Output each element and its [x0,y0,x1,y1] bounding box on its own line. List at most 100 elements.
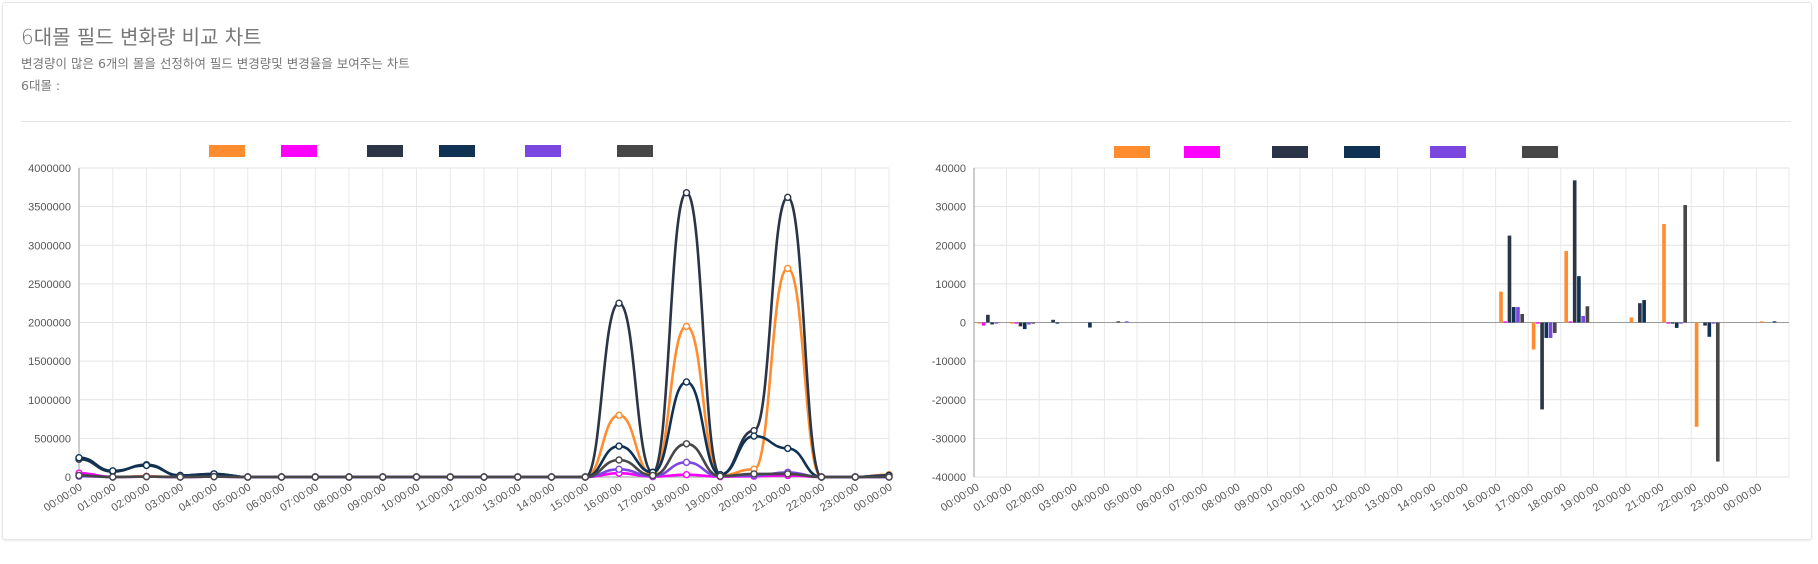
data-point[interactable] [547,473,556,481]
data-point[interactable] [379,473,387,481]
bar[interactable] [1507,235,1512,323]
bar[interactable] [1581,315,1585,323]
bar[interactable] [1674,322,1679,328]
bar[interactable] [1031,322,1036,324]
data-point[interactable] [514,473,522,481]
bar[interactable] [1540,322,1544,410]
data-point[interactable] [615,442,623,450]
bar[interactable] [990,322,994,325]
bar[interactable] [1014,322,1019,324]
data-point[interactable] [851,473,859,481]
data-point[interactable] [446,473,454,481]
bar[interactable] [1051,319,1055,323]
bar[interactable] [1548,322,1553,338]
legend-swatch[interactable] [367,145,403,157]
bar[interactable] [1715,322,1720,462]
data-point[interactable] [176,473,184,481]
data-point[interactable] [412,473,421,481]
legend-swatch[interactable] [1344,146,1380,158]
data-point[interactable] [615,411,623,419]
bar[interactable] [1022,322,1027,330]
data-point[interactable] [615,299,623,307]
data-point[interactable] [311,473,319,481]
bar[interactable] [986,314,990,323]
data-point[interactable] [784,193,792,202]
data-point[interactable] [682,189,691,197]
bar[interactable] [1531,322,1536,350]
data-point[interactable] [682,440,691,448]
bar[interactable] [1516,307,1520,323]
data-point[interactable] [817,473,826,481]
legend-swatch[interactable] [617,145,653,157]
data-point[interactable] [277,473,286,481]
data-point[interactable] [615,456,623,464]
bar[interactable] [1027,322,1031,325]
bar[interactable] [1055,322,1060,324]
data-point[interactable] [784,444,792,453]
legend-swatch[interactable] [525,145,561,157]
legend-swatch[interactable] [1272,146,1308,158]
bar[interactable] [1124,321,1129,323]
data-point[interactable] [142,472,151,481]
bar[interactable] [1711,322,1716,324]
data-point[interactable] [142,461,151,470]
bar[interactable] [1694,322,1699,427]
data-point[interactable] [109,467,117,475]
bar[interactable] [1638,303,1642,323]
bar[interactable] [1536,322,1540,324]
bar[interactable] [1572,180,1577,323]
legend-swatch[interactable] [439,145,475,157]
bar[interactable] [1577,276,1581,323]
bar[interactable] [1018,322,1023,327]
bar[interactable] [1511,307,1516,323]
data-point[interactable] [682,322,691,331]
data-point[interactable] [75,453,83,462]
bar[interactable] [1707,322,1712,337]
data-point[interactable] [750,470,758,478]
bar[interactable] [1666,322,1671,324]
data-point[interactable] [109,473,117,481]
bar[interactable] [1679,322,1683,324]
bar[interactable] [977,322,982,324]
legend-swatch[interactable] [281,145,317,157]
bar[interactable] [1759,321,1764,323]
data-point[interactable] [682,378,691,386]
bar[interactable] [1503,321,1508,323]
data-point[interactable] [784,264,792,273]
bar[interactable] [1544,322,1549,338]
legend-swatch[interactable] [1522,146,1558,158]
bar[interactable] [1642,300,1646,323]
data-point[interactable] [784,470,792,478]
bar[interactable] [1520,314,1525,323]
data-point[interactable] [210,472,218,481]
data-point[interactable] [480,473,488,481]
bar[interactable] [994,322,999,324]
bar[interactable] [1703,322,1707,326]
data-point[interactable] [682,470,691,479]
bar[interactable] [1772,321,1777,323]
legend-swatch[interactable] [209,145,245,157]
data-point[interactable] [615,465,623,473]
bar[interactable] [1629,317,1634,323]
data-point[interactable] [244,473,252,481]
bar[interactable] [1564,251,1569,323]
bar[interactable] [1010,322,1014,324]
bar[interactable] [1088,322,1092,328]
bar[interactable] [1499,291,1503,323]
bar[interactable] [1116,321,1121,323]
data-point[interactable] [75,471,83,480]
data-point[interactable] [885,473,893,481]
bar[interactable] [1670,322,1675,324]
data-point[interactable] [649,471,657,480]
legend-swatch[interactable] [1114,146,1150,158]
bar[interactable] [1568,321,1573,323]
data-point[interactable] [581,473,589,481]
data-point[interactable] [682,458,691,467]
bar[interactable] [981,322,986,326]
bar[interactable] [1552,322,1557,333]
bar[interactable] [1662,224,1666,323]
data-point[interactable] [716,472,724,480]
data-point[interactable] [750,432,758,440]
legend-swatch[interactable] [1430,146,1466,158]
legend-swatch[interactable] [1184,146,1220,158]
